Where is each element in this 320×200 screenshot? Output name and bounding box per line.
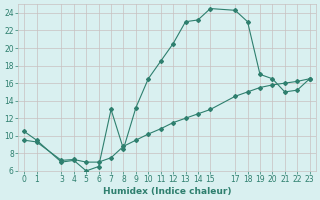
X-axis label: Humidex (Indice chaleur): Humidex (Indice chaleur) <box>103 187 231 196</box>
